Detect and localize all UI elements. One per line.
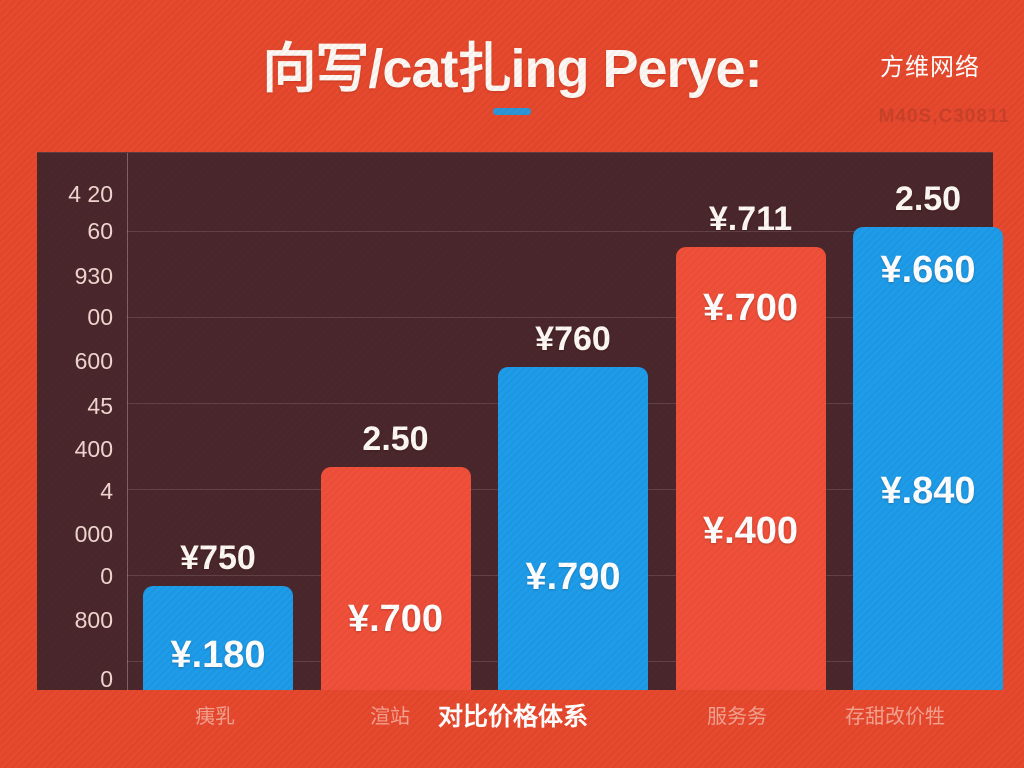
bar-value-above: ¥750 [180,539,256,577]
y-tick-label: 800 [74,607,113,633]
bar: ¥.180 [143,586,293,690]
bar-value-inside: ¥.790 [525,556,621,598]
bar: ¥.660 ¥.840 [853,227,1003,690]
x-axis-labels-row: 痍乳 渲站 对比价格体系 服务务 存甜改价牲 [0,700,1024,740]
brand-logo-text: 方维网络 [880,54,980,81]
y-tick-label: 0 [100,666,113,692]
x-axis-label: 存甜改价牲 [845,706,945,728]
title-underline-accent [493,108,531,115]
y-tick-label: 4 20 [68,181,113,207]
bar: ¥.700 ¥.400 [675,247,826,690]
bar: ¥.790 [498,367,648,690]
bar-value-above: ¥.711 [708,200,793,238]
y-tick-label: 45 [87,393,113,419]
bar-value-inside: ¥.180 [170,634,266,676]
chart-header: 向写/cat扎ing Perye: [0,38,1024,115]
gridline [127,231,993,232]
y-tick-label: 930 [74,263,113,289]
bar-value-above: 2.50 [362,420,429,458]
bar-value-inside: ¥.400 [702,510,799,552]
x-axis-label: 痍乳 [195,706,235,728]
y-axis-line [127,153,128,690]
bar-value-inside: ¥.840 [880,470,976,512]
bar: ¥.700 [320,467,471,690]
y-tick-label: 000 [74,521,113,547]
page-title: 向写/cat扎ing Perye: [262,39,762,99]
y-tick-label: 60 [87,218,113,244]
chart-caption: 对比价格体系 [437,703,589,731]
watermark-code: M40S,C30811 [878,106,1010,127]
bar-value-inside: ¥.660 [880,249,976,291]
plot-area: 4 20 60 930 00 600 45 400 4 000 0 800 0 ¥.180 ¥750 ¥.7… [37,152,1003,692]
y-tick-label: 0 [100,563,113,589]
y-tick-label: 600 [74,348,113,374]
y-tick-label: 4 [100,478,113,504]
bar-value-inside: ¥.700 [702,287,799,329]
bar-value-inside: ¥.700 [347,598,444,640]
y-tick-label: 00 [87,304,113,330]
gridline [127,317,993,318]
bar-value-above: ¥760 [535,320,611,358]
bar-value-above: 2.50 [894,180,962,218]
x-axis-label: 服务务 [707,706,767,728]
y-tick-label: 400 [74,436,113,462]
x-axis-label: 渲站 [370,706,410,728]
